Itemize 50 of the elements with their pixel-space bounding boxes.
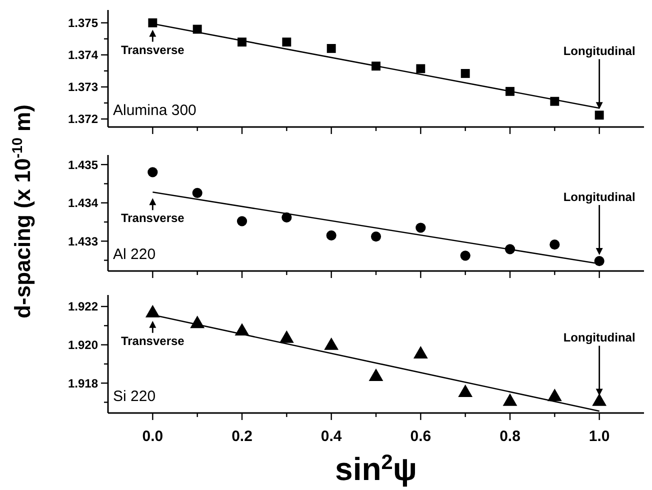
point <box>370 232 382 242</box>
point <box>460 68 470 78</box>
y-tick-label: 1.375 <box>68 16 98 30</box>
x-tick-label: 0.4 <box>320 428 342 445</box>
point <box>594 110 604 120</box>
point <box>416 222 426 233</box>
point <box>282 38 292 47</box>
y-tick-label: 1.922 <box>68 300 98 314</box>
y-tick-label: 1.918 <box>68 376 98 390</box>
point <box>145 304 160 318</box>
annotation: Si 220 <box>113 388 156 405</box>
point <box>502 393 518 406</box>
annotation: Transverse <box>120 334 185 348</box>
point <box>413 346 428 359</box>
annotation: Longitudinal <box>563 330 636 345</box>
x-axis-title: sin$^{2}$ψ <box>335 450 417 487</box>
y-tick-label: 1.435 <box>68 158 98 172</box>
annotation: Al 220 <box>113 246 156 263</box>
point <box>148 167 158 178</box>
y-tick-label: 1.373 <box>68 80 98 94</box>
annotation: Alumina 300 <box>113 102 196 119</box>
y-tick-label: 1.433 <box>68 234 98 248</box>
y-tick-label: 1.372 <box>68 112 98 126</box>
x-tick-label: 0.6 <box>410 428 432 445</box>
point <box>192 188 202 198</box>
x-tick-label: 0.8 <box>500 428 520 445</box>
point <box>460 250 470 261</box>
y-tick-label: 1.374 <box>68 48 98 62</box>
x-tick-label: 1.0 <box>588 428 610 445</box>
y-tick-label: 1.920 <box>68 338 98 352</box>
annotation: Longitudinal <box>563 190 636 204</box>
annotation: Transverse <box>120 42 185 57</box>
point <box>279 330 294 343</box>
point <box>326 230 336 240</box>
annotation: Transverse <box>120 211 185 226</box>
point <box>547 388 562 402</box>
x-tick-label: 0.2 <box>232 428 252 445</box>
point <box>326 44 336 53</box>
point <box>592 393 607 406</box>
point <box>416 64 426 74</box>
point <box>324 337 339 350</box>
x-tick-label: 0.0 <box>142 428 164 445</box>
annotation: Longitudinal <box>563 44 636 58</box>
y-tick-label: 1.434 <box>68 196 98 210</box>
point <box>550 240 560 250</box>
point <box>458 384 473 398</box>
point <box>594 256 604 266</box>
point <box>368 368 384 381</box>
point <box>236 216 248 226</box>
point <box>148 18 158 28</box>
